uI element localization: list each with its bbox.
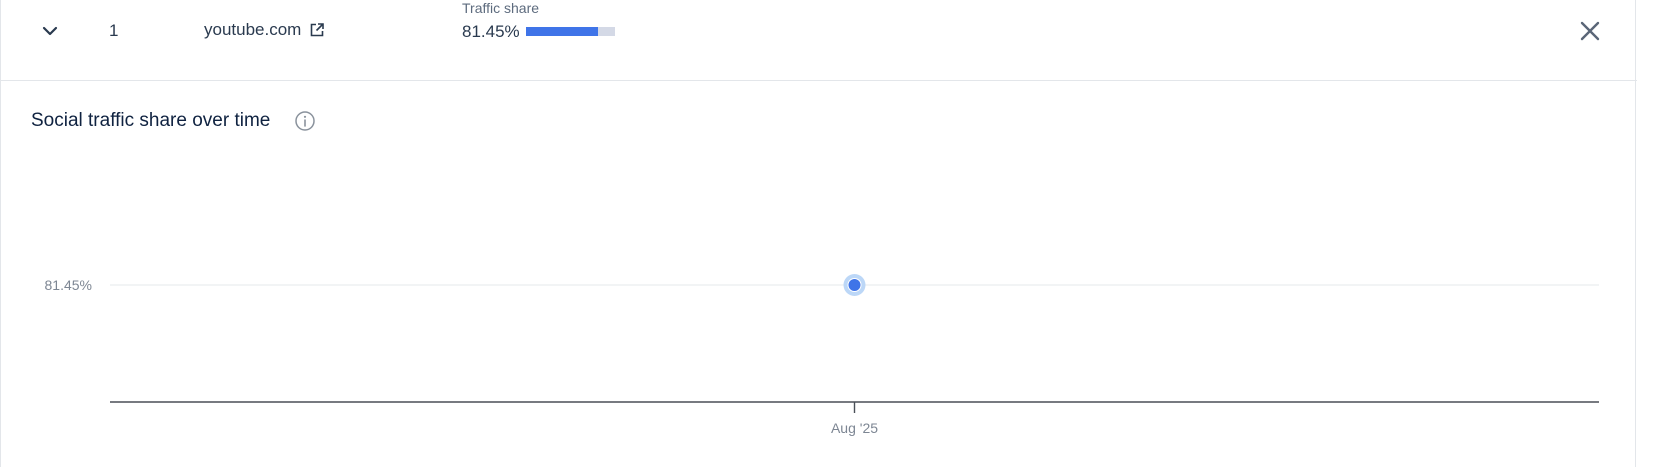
expand-toggle-button[interactable] [37, 18, 63, 44]
chevron-down-icon [42, 26, 58, 36]
traffic-share-chart: 81.45% Aug '25 [45, 274, 1599, 436]
traffic-share-bar [526, 27, 615, 36]
x-tick-label: Aug '25 [831, 420, 878, 436]
traffic-share-bar-fill [526, 27, 599, 36]
rank-number: 1 [109, 21, 119, 40]
chart-title: Social traffic share over time [31, 110, 271, 131]
external-link-icon[interactable] [309, 22, 325, 38]
table-row: 1 youtube.com Traffic share 81.45% [1, 0, 1637, 81]
y-tick-label: 81.45% [45, 277, 92, 293]
data-point [847, 278, 862, 292]
right-gutter [1637, 0, 1660, 467]
domain-label: youtube.com [204, 20, 302, 39]
traffic-share-label: Traffic share [462, 0, 540, 16]
domain-link[interactable]: youtube.com [204, 20, 325, 40]
close-icon [1580, 21, 1600, 41]
traffic-share-value: 81.45% [462, 22, 520, 41]
close-button[interactable] [1577, 18, 1603, 44]
info-icon[interactable] [294, 110, 316, 132]
